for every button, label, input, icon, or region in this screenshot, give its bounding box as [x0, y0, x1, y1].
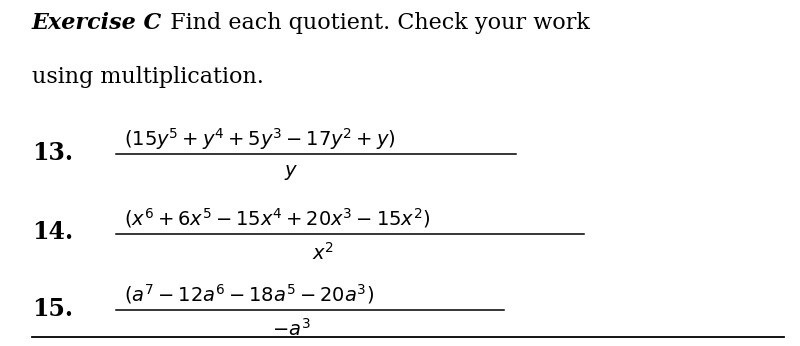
Text: $(15y^5 + y^4 + 5y^3 - 17y^2 + y)$: $(15y^5 + y^4 + 5y^3 - 17y^2 + y)$ [124, 126, 395, 152]
Text: Exercise C: Exercise C [32, 12, 162, 34]
Text: $(x^6 + 6x^5 - 15x^4 + 20x^3 - 15x^2)$: $(x^6 + 6x^5 - 15x^4 + 20x^3 - 15x^2)$ [124, 206, 430, 230]
Text: 13.: 13. [32, 141, 73, 165]
Text: 15.: 15. [32, 297, 73, 320]
Text: $x^2$: $x^2$ [312, 242, 334, 264]
Point [511, 152, 521, 156]
Point [111, 231, 121, 236]
Text: using multiplication.: using multiplication. [32, 66, 264, 89]
Point [499, 308, 509, 312]
Text: $-a^3$: $-a^3$ [272, 318, 310, 340]
Text: $(a^7 - 12a^6 - 18a^5 - 20a^3)$: $(a^7 - 12a^6 - 18a^5 - 20a^3)$ [124, 282, 374, 306]
Text: Find each quotient. Check your work: Find each quotient. Check your work [156, 12, 590, 34]
Point [111, 152, 121, 156]
Point [579, 231, 589, 236]
Text: $y$: $y$ [284, 163, 298, 182]
Text: 14.: 14. [32, 220, 73, 244]
Point [111, 308, 121, 312]
